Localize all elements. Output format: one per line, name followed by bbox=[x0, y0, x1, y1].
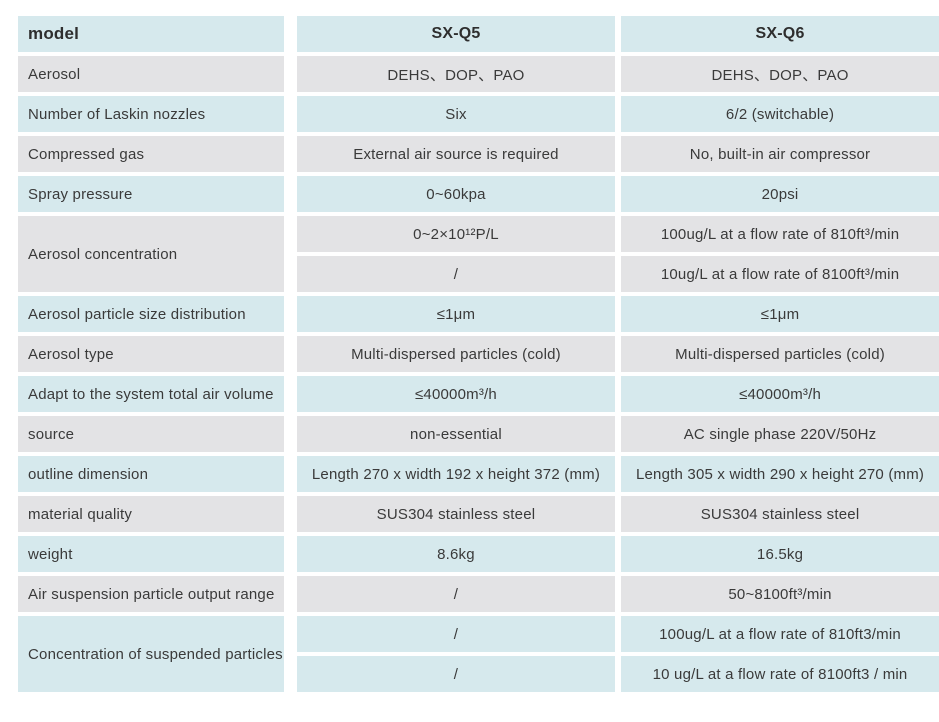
cell-sx-q5: ≤1μm bbox=[296, 296, 622, 336]
cell-sx-q6: 100ug/L at a flow rate of 810ft3/min bbox=[621, 616, 939, 656]
table-row-aerosol-concentration-2: / 10ug/L at a flow rate of 8100ft³/min bbox=[18, 256, 939, 296]
cell-sx-q6: ≤40000m³/h bbox=[621, 376, 939, 416]
header-sx-q6: SX-Q6 bbox=[621, 16, 939, 56]
cell-sx-q6: 10 ug/L at a flow rate of 8100ft3 / min bbox=[621, 656, 939, 696]
row-label-laskin-nozzles: Number of Laskin nozzles bbox=[18, 96, 297, 136]
cell-sx-q6: AC single phase 220V/50Hz bbox=[621, 416, 939, 456]
cell-sx-q6: SUS304 stainless steel bbox=[621, 496, 939, 536]
table-row-source: source non-essential AC single phase 220… bbox=[18, 416, 939, 456]
cell-sx-q6: DEHS、DOP、PAO bbox=[621, 56, 939, 96]
cell-sx-q5: 0~60kpa bbox=[296, 176, 622, 216]
cell-sx-q6: 6/2 (switchable) bbox=[621, 96, 939, 136]
table-row-weight: weight 8.6kg 16.5kg bbox=[18, 536, 939, 576]
table-row-laskin-nozzles: Number of Laskin nozzles Six 6/2 (switch… bbox=[18, 96, 939, 136]
table-row-aerosol-type: Aerosol type Multi-dispersed particles (… bbox=[18, 336, 939, 376]
cell-sx-q5: 8.6kg bbox=[296, 536, 622, 576]
row-label-system-total-air-volume: Adapt to the system total air volume bbox=[18, 376, 297, 416]
header-model-label: model bbox=[18, 16, 297, 56]
cell-sx-q5: Six bbox=[296, 96, 622, 136]
row-label-suspended-particles: Concentration of suspended particles bbox=[18, 616, 297, 696]
cell-sx-q5: / bbox=[296, 576, 622, 616]
spec-comparison-table: model SX-Q5 SX-Q6 Aerosol DEHS、DOP、PAO D… bbox=[18, 16, 939, 696]
cell-sx-q6: 20psi bbox=[621, 176, 939, 216]
cell-sx-q6: 16.5kg bbox=[621, 536, 939, 576]
row-label-source: source bbox=[18, 416, 297, 456]
header-sx-q5: SX-Q5 bbox=[296, 16, 622, 56]
table-row-compressed-gas: Compressed gas External air source is re… bbox=[18, 136, 939, 176]
cell-sx-q6: No, built-in air compressor bbox=[621, 136, 939, 176]
cell-sx-q5: / bbox=[296, 616, 622, 656]
table-row-outline-dimension: outline dimension Length 270 x width 192… bbox=[18, 456, 939, 496]
cell-sx-q6: 50~8100ft³/min bbox=[621, 576, 939, 616]
table-row-aerosol-concentration-1: Aerosol concentration 0~2×10¹²P/L 100ug/… bbox=[18, 216, 939, 296]
cell-sx-q5: ≤40000m³/h bbox=[296, 376, 622, 416]
table-row-particle-output-range: Air suspension particle output range / 5… bbox=[18, 576, 939, 616]
cell-sx-q5: SUS304 stainless steel bbox=[296, 496, 622, 536]
table-row-system-total-air-volume: Adapt to the system total air volume ≤40… bbox=[18, 376, 939, 416]
cell-sx-q5: 0~2×10¹²P/L bbox=[296, 216, 622, 256]
cell-sx-q5: DEHS、DOP、PAO bbox=[296, 56, 622, 96]
cell-sx-q5: Length 270 x width 192 x height 372 (mm) bbox=[296, 456, 622, 496]
row-label-spray-pressure: Spray pressure bbox=[18, 176, 297, 216]
row-label-outline-dimension: outline dimension bbox=[18, 456, 297, 496]
table-header-row: model SX-Q5 SX-Q6 bbox=[18, 16, 939, 56]
cell-sx-q6: ≤1μm bbox=[621, 296, 939, 336]
cell-sx-q5: External air source is required bbox=[296, 136, 622, 176]
row-label-particle-size-distribution: Aerosol particle size distribution bbox=[18, 296, 297, 336]
row-label-particle-output-range: Air suspension particle output range bbox=[18, 576, 297, 616]
cell-sx-q5: non-essential bbox=[296, 416, 622, 456]
cell-sx-q5: / bbox=[296, 256, 622, 296]
cell-sx-q6: 100ug/L at a flow rate of 810ft³/min bbox=[621, 216, 939, 256]
row-label-compressed-gas: Compressed gas bbox=[18, 136, 297, 176]
table-row-suspended-particles-1: Concentration of suspended particles / 1… bbox=[18, 616, 939, 696]
row-label-aerosol-type: Aerosol type bbox=[18, 336, 297, 376]
table-row-aerosol: Aerosol DEHS、DOP、PAO DEHS、DOP、PAO bbox=[18, 56, 939, 96]
table-row-material-quality: material quality SUS304 stainless steel … bbox=[18, 496, 939, 536]
table-row-spray-pressure: Spray pressure 0~60kpa 20psi bbox=[18, 176, 939, 216]
row-label-aerosol: Aerosol bbox=[18, 56, 297, 96]
row-label-weight: weight bbox=[18, 536, 297, 576]
table-row-particle-size-distribution: Aerosol particle size distribution ≤1μm … bbox=[18, 296, 939, 336]
cell-sx-q5: / bbox=[296, 656, 622, 696]
table-row-suspended-particles-2: / 10 ug/L at a flow rate of 8100ft3 / mi… bbox=[18, 656, 939, 696]
row-label-aerosol-concentration: Aerosol concentration bbox=[18, 216, 297, 296]
cell-sx-q6: 10ug/L at a flow rate of 8100ft³/min bbox=[621, 256, 939, 296]
cell-sx-q5: Multi-dispersed particles (cold) bbox=[296, 336, 622, 376]
cell-sx-q6: Multi-dispersed particles (cold) bbox=[621, 336, 939, 376]
cell-sx-q6: Length 305 x width 290 x height 270 (mm) bbox=[621, 456, 939, 496]
row-label-material-quality: material quality bbox=[18, 496, 297, 536]
